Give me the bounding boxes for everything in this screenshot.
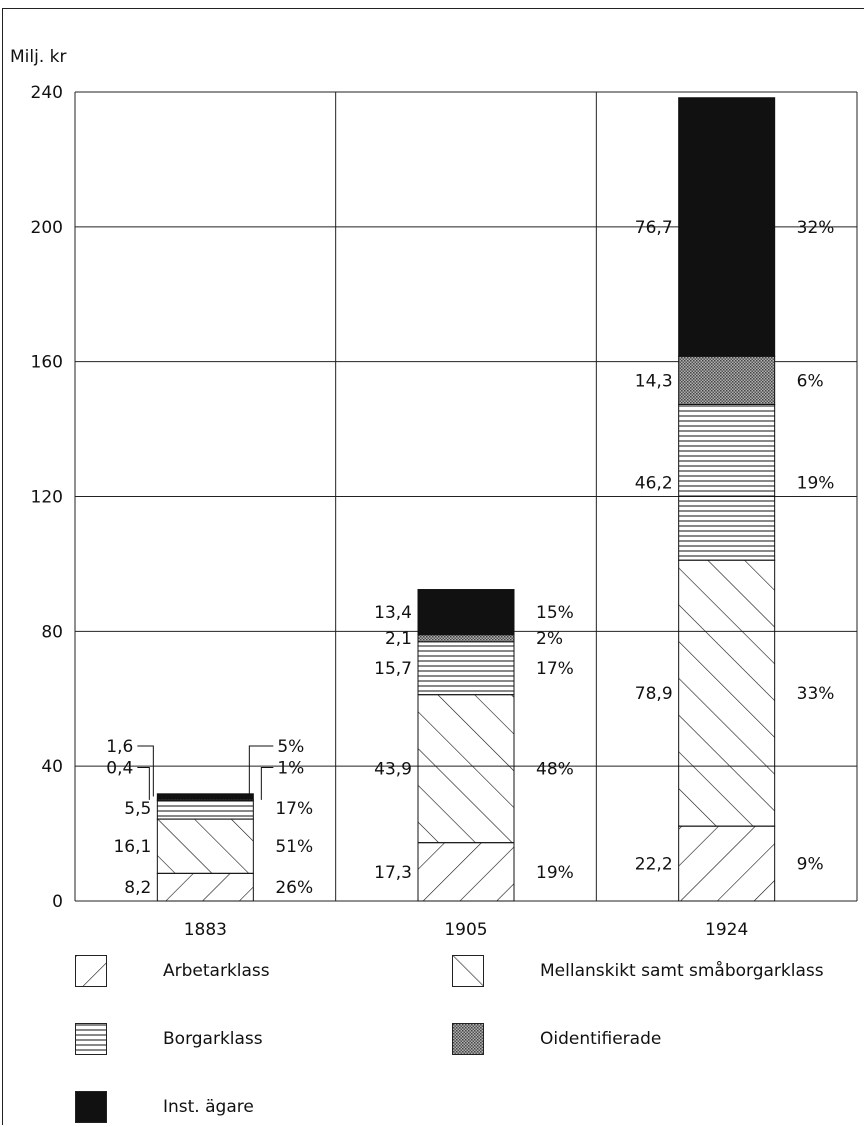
- bar-1883-horizontal-lines: [156, 800, 254, 820]
- bar-1924-horizontal-lines: [678, 403, 776, 561]
- value-label: 16,1: [113, 837, 151, 857]
- value-label: 13,4: [374, 603, 412, 623]
- percent-label: 15%: [536, 603, 574, 623]
- value-label: 8,2: [124, 878, 151, 898]
- percent-label: 17%: [275, 799, 313, 819]
- value-label: 46,2: [635, 473, 673, 493]
- value-label: 43,9: [374, 760, 412, 780]
- percent-label: 1%: [277, 759, 304, 779]
- value-label: 22,2: [635, 855, 673, 875]
- legend-item-oidentifierade: Oidentifierade: [452, 1023, 661, 1055]
- bar-1883-solid-black: [156, 793, 254, 800]
- legend-item-mellanskikt: Mellanskikt samt småborgarklass: [452, 955, 824, 987]
- legend-label: Borgarklass: [163, 1029, 263, 1049]
- bar-1905-backslash-hatch: [417, 842, 515, 902]
- y-axis-label: Milj. kr: [10, 47, 66, 67]
- legend-item-arbetarklass: Arbetarklass: [75, 955, 270, 987]
- percent-label: 9%: [797, 855, 824, 875]
- bar-1924-slash-hatch: [678, 559, 776, 827]
- stacked-bar-chart: Milj. kr 8,2 26% 16,1 51% 5,5 17% 0,4 1% 1,6 5% 17…: [10, 47, 858, 940]
- percent-label: 48%: [536, 760, 574, 780]
- y-tick-label: 240: [31, 83, 63, 103]
- leader-line: [137, 767, 150, 800]
- bars: [156, 97, 776, 902]
- value-label: 0,4: [106, 759, 133, 779]
- percent-label: 2%: [536, 629, 563, 649]
- value-label: 5,5: [124, 799, 151, 819]
- legend-item-borgarklass: Borgarklass: [75, 1023, 263, 1055]
- swatch-grey-dots: [452, 1023, 484, 1055]
- swatch-solid-black: [75, 1091, 107, 1123]
- data-labels: 8,2 26% 16,1 51% 5,5 17% 0,4 1% 1,6 5% 17,3 19% 43,9…: [106, 218, 834, 898]
- value-label: 76,7: [635, 218, 673, 238]
- percent-label: 17%: [536, 659, 574, 679]
- y-tick-label: 80: [41, 622, 63, 642]
- value-label: 1,6: [106, 737, 133, 757]
- value-label: 14,3: [635, 371, 673, 391]
- bar-1883-slash-hatch: [156, 818, 254, 874]
- leader-line: [260, 767, 274, 800]
- percent-label: 32%: [797, 218, 835, 238]
- y-tick-label: 160: [31, 353, 63, 373]
- percent-label: 51%: [275, 837, 313, 857]
- percent-label: 33%: [797, 684, 835, 704]
- bar-1924-backslash-hatch: [678, 825, 776, 902]
- legend: Arbetarklass Mellanskikt samt småborgark…: [0, 955, 866, 1125]
- bar-1905-grey-dots: [417, 634, 515, 643]
- value-label: 15,7: [374, 659, 412, 679]
- value-label: 78,9: [635, 684, 673, 704]
- legend-label: Mellanskikt samt småborgarklass: [540, 961, 824, 981]
- y-tick-label: 120: [31, 488, 63, 508]
- percent-label: 26%: [275, 878, 313, 898]
- value-label: 17,3: [374, 863, 412, 883]
- value-label: 2,1: [385, 629, 412, 649]
- y-tick-label: 0: [52, 892, 63, 912]
- bar-1924-solid-black: [678, 97, 776, 357]
- leader-line: [248, 745, 274, 797]
- axes: 0 40 80 120 160 200 240 1883 1905 1924: [31, 83, 749, 940]
- legend-item-inst-agare: Inst. ägare: [75, 1091, 254, 1123]
- legend-label: Oidentifierade: [540, 1029, 662, 1049]
- swatch-horizontal-lines: [75, 1023, 107, 1055]
- x-tick-label: 1883: [184, 920, 227, 940]
- bar-1905-horizontal-lines: [417, 641, 515, 696]
- x-tick-label: 1924: [705, 920, 748, 940]
- bar-1905-slash-hatch: [417, 694, 515, 844]
- percent-label: 19%: [797, 473, 835, 493]
- bar-1924-grey-dots: [678, 355, 776, 405]
- figure-frame: [2, 8, 864, 1125]
- leader-line: [137, 745, 154, 797]
- percent-label: 19%: [536, 863, 574, 883]
- legend-label: Arbetarklass: [163, 961, 270, 981]
- legend-label: Inst. ägare: [163, 1097, 254, 1117]
- percent-label: 6%: [797, 371, 824, 391]
- swatch-backslash-hatch: [75, 955, 107, 987]
- y-tick-label: 40: [41, 757, 63, 777]
- y-tick-label: 200: [31, 218, 63, 238]
- percent-label: 5%: [277, 737, 304, 757]
- bar-1883-backslash-hatch: [156, 872, 254, 902]
- swatch-slash-hatch: [452, 955, 484, 987]
- x-tick-label: 1905: [444, 920, 487, 940]
- bar-1905-solid-black: [417, 589, 515, 636]
